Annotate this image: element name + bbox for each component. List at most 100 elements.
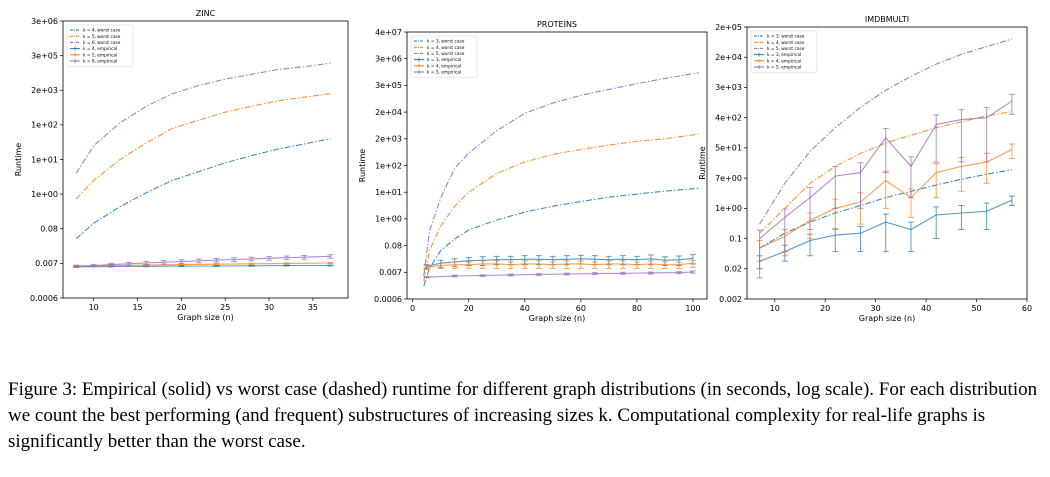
legend-box bbox=[750, 30, 818, 73]
series-line-1 bbox=[75, 138, 331, 240]
legend-entry: k = 5, worst case bbox=[427, 51, 465, 57]
y-tick-label: 3e+05 bbox=[375, 81, 402, 90]
x-tick-label: 20 bbox=[176, 303, 186, 312]
y-tick-label: 3e+03 bbox=[715, 83, 742, 92]
x-tick-label: 10 bbox=[770, 304, 780, 313]
series-line-3 bbox=[75, 62, 331, 174]
x-tick-label: 100 bbox=[685, 304, 700, 313]
y-tick-label: 1e+01 bbox=[31, 155, 58, 164]
y-tick-label: 1e+00 bbox=[375, 215, 402, 224]
chart-3: IMDBMULTI 0.002 0.02 0.1 1e+00 7e+00 5e+01 4e+0… bbox=[698, 15, 1032, 323]
legend-entry: k = 4, worst case bbox=[427, 45, 465, 51]
x-tick-label: 40 bbox=[921, 304, 931, 313]
chart-title: PROTEINS bbox=[537, 20, 577, 29]
chart-title: IMDBMULTI bbox=[865, 15, 909, 24]
legend-entry: k = 6, worst case bbox=[83, 40, 121, 46]
legend-entry: k = 5, empirical bbox=[767, 65, 801, 71]
x-tick-label: 60 bbox=[1022, 304, 1032, 313]
y-tick-label: 5e+01 bbox=[715, 144, 742, 153]
legend-entry: k = 4, empirical bbox=[83, 46, 117, 52]
y-axis-label: Runtime bbox=[14, 143, 23, 176]
legend-entry: k = 6, empirical bbox=[83, 59, 117, 65]
legend-box bbox=[410, 35, 478, 78]
legend-entry: k = 4, worst case bbox=[83, 28, 121, 34]
series-line-4 bbox=[426, 257, 694, 267]
x-tick-label: 20 bbox=[820, 304, 830, 313]
y-tick-label: 1e+00 bbox=[31, 190, 58, 199]
y-tick-label: 0.0006 bbox=[30, 294, 58, 303]
y-tick-label: 0.08 bbox=[384, 241, 402, 250]
legend-box bbox=[66, 24, 134, 67]
x-tick-label: 10 bbox=[89, 303, 99, 312]
y-tick-label: 2e+04 bbox=[715, 53, 742, 62]
legend-entry: k = 5, empirical bbox=[427, 70, 461, 76]
x-tick-label: 50 bbox=[971, 304, 981, 313]
x-tick-label: 35 bbox=[308, 303, 318, 312]
legend-entry: k = 5, worst case bbox=[83, 34, 121, 40]
series-line-2 bbox=[423, 133, 699, 282]
series-line-2 bbox=[759, 111, 1012, 234]
figure-charts: ZINC 0.0006 0.007 0.08 1e+00 1e+01 1e+02 2e+03 3… bbox=[14, 9, 1032, 323]
x-tick-label: 40 bbox=[520, 304, 530, 313]
legend-entry: k = 5, worst case bbox=[767, 46, 805, 52]
legend-entry: k = 5, empirical bbox=[83, 52, 117, 58]
chart-1: ZINC 0.0006 0.007 0.08 1e+00 1e+01 1e+02 2e+03 3… bbox=[14, 9, 349, 322]
x-tick-label: 15 bbox=[132, 303, 142, 312]
legend-entry: k = 4, worst case bbox=[767, 40, 805, 46]
y-tick-label: 0.007 bbox=[379, 268, 402, 277]
y-tick-label: 4e+07 bbox=[375, 28, 402, 37]
series-line-6 bbox=[426, 271, 694, 278]
y-tick-label: 2e+03 bbox=[31, 86, 58, 95]
series-line-2 bbox=[75, 93, 331, 200]
legend-entry: k = 3, empirical bbox=[427, 57, 461, 63]
figure-caption: Figure 3: Empirical (solid) vs worst cas… bbox=[8, 377, 1044, 455]
plot-area bbox=[73, 62, 334, 268]
y-tick-label: 7e+00 bbox=[715, 174, 742, 183]
series-line-4 bbox=[76, 264, 331, 268]
y-tick-label: 1e+02 bbox=[31, 121, 58, 130]
x-tick-label: 30 bbox=[871, 304, 881, 313]
y-tick-label: 1e+00 bbox=[715, 204, 742, 213]
legend-entry: k = 3, worst case bbox=[767, 34, 805, 40]
series-line-5 bbox=[76, 262, 331, 267]
y-tick-label: 2e+03 bbox=[375, 135, 402, 144]
y-tick-label: 0.0006 bbox=[374, 295, 402, 304]
caption-text: Empirical (solid) vs worst case (dashed)… bbox=[8, 379, 1038, 452]
y-tick-label: 0.007 bbox=[35, 259, 58, 268]
series-line-1 bbox=[423, 187, 699, 287]
x-tick-label: 20 bbox=[464, 304, 474, 313]
x-tick-label: 25 bbox=[220, 303, 230, 312]
y-tick-label: 0.1 bbox=[729, 234, 742, 243]
y-tick-label: 0.08 bbox=[40, 225, 58, 234]
x-tick-label: 80 bbox=[632, 304, 642, 313]
y-tick-label: 1e+02 bbox=[375, 161, 402, 170]
legend-entry: k = 4, empirical bbox=[427, 63, 461, 69]
y-tick-label: 3e+05 bbox=[31, 51, 58, 60]
x-axis-label: Graph size (n) bbox=[529, 314, 585, 323]
legend-entry: k = 3, worst case bbox=[427, 39, 465, 45]
series-line-3 bbox=[423, 72, 699, 277]
x-tick-label: 60 bbox=[576, 304, 586, 313]
y-tick-label: 4e+02 bbox=[715, 113, 742, 122]
chart-2: PROTEINS 0.0006 0.007 0.08 1e+00 1e+01 1e+02 2e… bbox=[358, 20, 708, 323]
x-tick-label: 30 bbox=[264, 303, 274, 312]
y-tick-label: 0.002 bbox=[719, 295, 742, 304]
y-tick-label: 0.02 bbox=[724, 265, 742, 274]
y-axis-label: Runtime bbox=[358, 149, 367, 182]
y-tick-label: 2e+04 bbox=[375, 108, 402, 117]
x-axis-label: Graph size (n) bbox=[177, 313, 233, 322]
legend-entry: k = 3, empirical bbox=[767, 52, 801, 58]
legend-entry: k = 4, empirical bbox=[767, 58, 801, 64]
plot-frame bbox=[746, 26, 1028, 300]
plot-area bbox=[423, 72, 699, 287]
plot-area bbox=[756, 38, 1015, 279]
series-line-3 bbox=[759, 38, 1013, 225]
y-tick-label: 3e+06 bbox=[375, 55, 402, 64]
y-tick-label: 2e+05 bbox=[715, 23, 742, 32]
x-axis-label: Graph size (n) bbox=[859, 314, 915, 323]
series-line-5 bbox=[426, 262, 694, 268]
chart-title: ZINC bbox=[196, 9, 216, 18]
y-axis-label: Runtime bbox=[698, 146, 707, 179]
caption-label: Figure 3: bbox=[8, 379, 78, 400]
y-tick-label: 1e+01 bbox=[375, 188, 402, 197]
